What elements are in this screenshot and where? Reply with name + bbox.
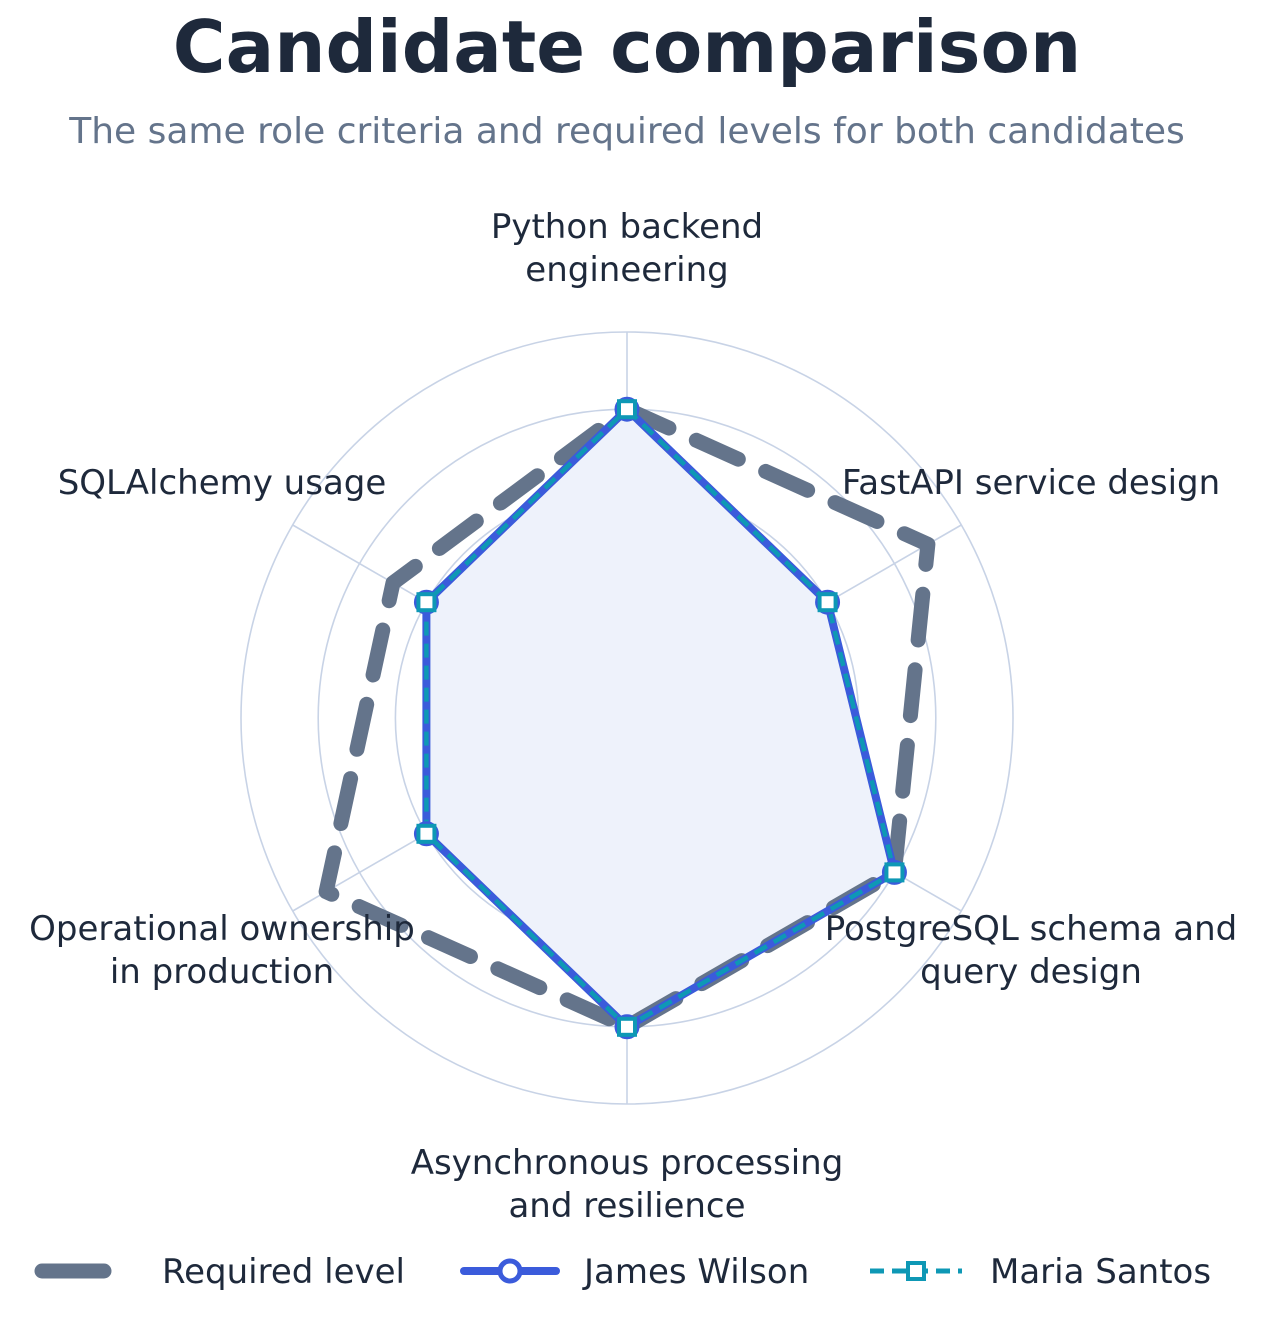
maria-santos-point-5 <box>416 823 437 844</box>
maria-santos-point-2 <box>817 592 838 613</box>
maria-santos-point-6 <box>416 592 437 613</box>
required-level-line <box>318 401 936 1035</box>
maria-santos-point-4 <box>617 1016 637 1037</box>
axis-label-2: FastAPI service design <box>842 463 1220 503</box>
axis-label-6: SQLAlchemy usage <box>58 463 387 503</box>
axis-label-3: PostgreSQL schema and query design <box>825 909 1238 992</box>
radar-series <box>318 396 936 1040</box>
axis-label-1: Python backend engineering <box>491 207 763 290</box>
axis-label-line: Operational ownership <box>29 909 415 949</box>
legend-james-marker <box>497 1258 523 1284</box>
axis-label-line: Python backend <box>491 207 763 247</box>
axis-label-line: and resilience <box>508 1186 745 1226</box>
axis-label-4: Asynchronous processing and resilience <box>411 1143 844 1226</box>
chart-title: Candidate comparison <box>173 5 1081 89</box>
axis-label-line: SQLAlchemy usage <box>58 463 387 503</box>
axis-label-line: Asynchronous processing <box>411 1143 844 1183</box>
legend-maria-marker <box>906 1261 926 1281</box>
legend-james-label: James Wilson <box>582 1252 809 1292</box>
legend-required-label: Required level <box>162 1252 405 1292</box>
maria-santos-point-1 <box>617 399 637 420</box>
axis-label-line: FastAPI service design <box>842 463 1220 503</box>
axis-label-line: in production <box>110 952 334 992</box>
axis-label-5: Operational ownership in production <box>29 909 415 992</box>
chart-subtitle: The same role criteria and required leve… <box>68 111 1185 152</box>
legend-maria-label: Maria Santos <box>990 1252 1211 1292</box>
axis-label-line: query design <box>920 952 1142 992</box>
legend: Required level James Wilson Maria Santos <box>34 1252 1211 1292</box>
axis-label-line: engineering <box>525 250 728 290</box>
james-wilson-area <box>426 409 895 1027</box>
maria-santos-point-3 <box>884 862 905 883</box>
axis-labels: Python backend engineering FastAPI service… <box>29 207 1237 1226</box>
axis-label-line: PostgreSQL schema and <box>825 909 1238 949</box>
